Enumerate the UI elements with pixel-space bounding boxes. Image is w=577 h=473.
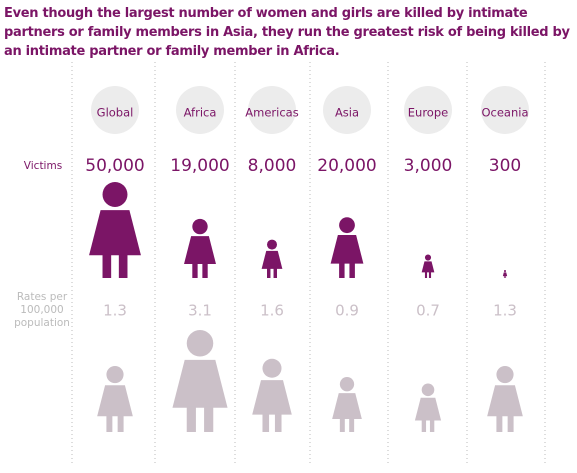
icon-dress [487,385,523,417]
icon-leg [106,415,113,432]
value-label: 8,000 [248,156,297,176]
icon-leg [349,262,355,278]
icon-head [267,239,277,250]
icon-head [503,270,507,273]
icon-head [102,182,128,207]
icon-leg [507,415,514,432]
icon-leg [349,417,355,432]
value-label: 3,000 [404,156,453,176]
value-label: 0.7 [416,302,440,320]
icon-leg [505,275,507,278]
woman-icon [97,365,133,432]
value-label: 1.3 [493,302,517,320]
icon-head [424,254,432,261]
icon-leg [339,262,345,278]
icon-dress [502,272,508,277]
globe-icon [91,86,139,134]
icon-leg [204,406,214,432]
icon-head [262,358,282,378]
icon-head [192,218,208,235]
value-label: 3.1 [188,302,212,320]
woman-icon [421,254,435,278]
globe-icon [323,86,371,134]
icon-leg [192,262,198,278]
woman-icon [487,365,523,432]
icon-dress [330,235,364,264]
icon-leg [102,254,112,278]
icon-dress [332,393,362,419]
globe-icon [481,86,529,134]
category-label: Africa [184,106,217,120]
woman-icon [502,270,508,278]
icon-leg [428,271,432,278]
value-label: 1.3 [103,302,127,320]
icon-leg [186,406,196,432]
icon-dress [421,261,435,273]
icon-leg [339,417,345,432]
icon-leg [421,419,427,432]
value-label: 0.9 [335,302,359,320]
icon-leg [503,275,505,278]
woman-icon [172,330,228,432]
icon-head [106,365,124,384]
icon-dress [172,359,228,408]
category-label: Global [97,106,134,120]
woman-icon [330,217,364,278]
icon-dress [261,250,283,269]
icon-leg [496,415,503,432]
woman-icon [332,377,362,432]
globe-icon [176,86,224,134]
icon-head [421,383,435,397]
value-label: 19,000 [170,156,229,176]
icon-leg [118,254,128,278]
icon-dress [89,210,141,256]
row-label: Victims [23,160,63,172]
category-label: Americas [245,106,298,120]
woman-icon [252,358,292,432]
woman-icon [184,218,216,278]
icon-leg [274,413,282,432]
woman-icon [89,182,141,278]
chart-title: Even though the largest number of women … [4,6,570,59]
globe-icon [404,86,452,134]
value-label: 1.6 [260,302,284,320]
value-label: 300 [489,156,521,176]
icon-dress [184,236,216,264]
icon-leg [429,419,435,432]
category-label: Europe [408,106,448,120]
icon-head [339,217,355,234]
icon-leg [424,271,428,278]
icon-leg [202,262,208,278]
icon-dress [252,380,292,415]
icon-leg [273,267,277,278]
icon-head [186,330,214,357]
row-label: Rates per 100,000 population [14,291,70,329]
icon-leg [267,267,271,278]
globe-icon [248,86,296,134]
icon-dress [414,397,442,421]
value-label: 20,000 [317,156,376,176]
icon-dress [97,385,133,417]
woman-icon [261,239,283,278]
icon-head [339,377,355,392]
category-label: Asia [335,106,359,120]
icon-leg [262,413,270,432]
icon-leg [117,415,124,432]
icon-head [496,365,514,384]
value-label: 50,000 [85,156,144,176]
woman-icon [414,383,442,432]
category-label: Oceania [481,106,528,120]
